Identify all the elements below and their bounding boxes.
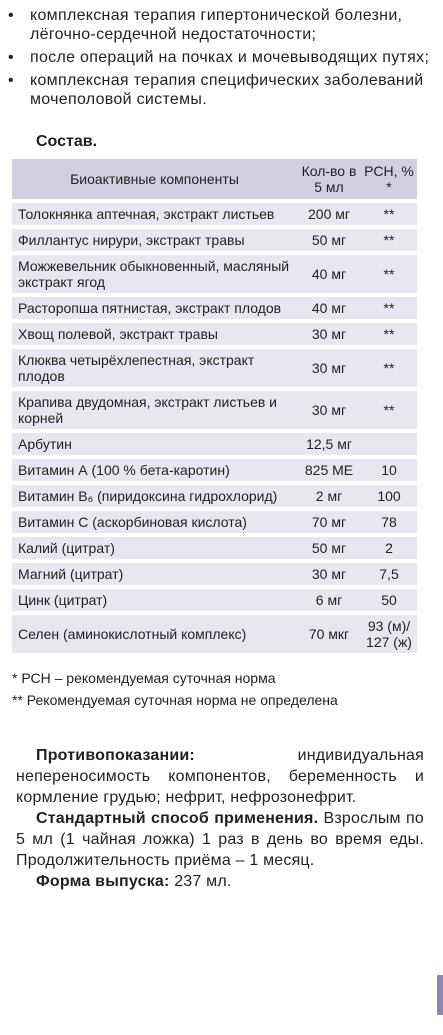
component-rsn: ** [361, 229, 417, 251]
component-rsn: ** [361, 203, 417, 225]
component-rsn: ** [361, 391, 417, 429]
component-qty: 30 мг [297, 391, 361, 429]
component-qty: 40 мг [297, 255, 361, 293]
footnote-not-defined: ** Рекомендуемая суточная норма не опред… [12, 692, 338, 708]
table-row: Витамин B₆ (пиридоксина гидрохлорид) 2 мг… [12, 485, 417, 507]
indication-item: комплексная терапия специфических заболе… [8, 71, 430, 109]
component-name: Арбутин [12, 433, 297, 455]
component-name: Клюква четырёхлепестная, экстракт плодов [12, 349, 297, 387]
header-qty: Кол-во в 5 мл [297, 159, 361, 199]
component-qty: 200 мг [297, 203, 361, 225]
table-row: Магний (цитрат) 30 мг 7,5 [12, 563, 417, 585]
component-rsn [361, 433, 417, 455]
component-qty: 70 мкг [297, 615, 361, 653]
component-rsn: 50 [361, 589, 417, 611]
component-name: Крапива двудомная, экстракт листьев и ко… [12, 391, 297, 429]
table-row: Селен (аминокислотный комплекс) 70 мкг 93 … [12, 615, 417, 653]
table-row: Толокнянка аптечная, экстракт листьев 200… [12, 203, 417, 225]
release-form-label: Форма выпуска: [36, 873, 170, 890]
component-qty: 30 мг [297, 563, 361, 585]
component-rsn: 2 [361, 537, 417, 559]
component-name: Хвощ полевой, экстракт травы [12, 323, 297, 345]
composition-title: Состав. [36, 133, 98, 150]
component-rsn: 10 [361, 459, 417, 481]
table-row: Филлантус нирури, экстракт травы 50 мг ** [12, 229, 417, 251]
release-form-text: 237 мл. [169, 873, 232, 890]
component-qty: 40 мг [297, 297, 361, 319]
component-rsn: ** [361, 323, 417, 345]
component-name: Витамин А (100 % бета-каротин) [12, 459, 297, 481]
contraindications-label: Противопоказании: [36, 747, 195, 764]
component-qty: 825 МЕ [297, 459, 361, 481]
table-header-row: Биоактивные компоненты Кол-во в 5 мл РСН… [12, 159, 417, 199]
component-name: Витамин B₆ (пиридоксина гидрохлорид) [12, 485, 297, 507]
table-row: Крапива двудомная, экстракт листьев и ко… [12, 391, 417, 429]
component-qty: 30 мг [297, 349, 361, 387]
table-row: Цинк (цитрат) 6 мг 50 [12, 589, 417, 611]
table-row: Витамин С (аскорбиновая кислота) 70 мг 78 [12, 511, 417, 533]
component-qty: 70 мг [297, 511, 361, 533]
usage-label: Стандартный способ применения. [36, 810, 319, 827]
component-qty: 50 мг [297, 537, 361, 559]
component-name: Можжевельник обыкновенный, масляный экст… [12, 255, 297, 293]
usage-paragraph: Стандартный способ применения. Взрослым … [16, 808, 424, 871]
header-name: Биоактивные компоненты [12, 159, 297, 199]
component-rsn: ** [361, 297, 417, 319]
table-row: Можжевельник обыкновенный, масляный экст… [12, 255, 417, 293]
contraindications-paragraph: Противопоказании: индивидуальная неперен… [16, 745, 424, 808]
component-qty: 2 мг [297, 485, 361, 507]
component-name: Селен (аминокислотный комплекс) [12, 615, 297, 653]
table-row: Хвощ полевой, экстракт травы 30 мг ** [12, 323, 417, 345]
component-name: Витамин С (аскорбиновая кислота) [12, 511, 297, 533]
footnotes: * РСН – рекомендуемая суточная норма ** … [0, 667, 430, 711]
component-qty: 6 мг [297, 589, 361, 611]
table-row: Арбутин 12,5 мг [12, 433, 417, 455]
component-rsn: ** [361, 255, 417, 293]
indication-item: комплексная терапия гипертонической боле… [8, 6, 430, 44]
composition-rows: Толокнянка аптечная, экстракт листьев 200… [12, 203, 417, 653]
component-rsn: 93 (м)/ 127 (ж) [361, 615, 417, 653]
footnote-rsn: * РСН – рекомендуемая суточная норма [12, 670, 276, 686]
page-edge-marker [437, 975, 443, 1015]
table-row: Калий (цитрат) 50 мг 2 [12, 537, 417, 559]
component-rsn: 100 [361, 485, 417, 507]
component-name: Магний (цитрат) [12, 563, 297, 585]
indication-item: после операций на почках и мочевыводящих… [8, 48, 430, 67]
component-qty: 50 мг [297, 229, 361, 251]
contraindications-text: индивидуальная непереносимость компонент… [16, 747, 424, 806]
table-row: Расторопша пятнистая, экстракт плодов 40 … [12, 297, 417, 319]
usage-text: Взрослым по 5 мл (1 чайная ложка) 1 раз … [16, 810, 424, 869]
component-name: Цинк (цитрат) [12, 589, 297, 611]
table-row: Витамин А (100 % бета-каротин) 825 МЕ 10 [12, 459, 417, 481]
component-qty: 12,5 мг [297, 433, 361, 455]
component-rsn: ** [361, 349, 417, 387]
table-row: Клюква четырёхлепестная, экстракт плодов… [12, 349, 417, 387]
header-rsn: РСН, % * [361, 159, 417, 199]
component-name: Филлантус нирури, экстракт травы [12, 229, 297, 251]
component-rsn: 78 [361, 511, 417, 533]
component-name: Толокнянка аптечная, экстракт листьев [12, 203, 297, 225]
component-qty: 30 мг [297, 323, 361, 345]
component-rsn: 7,5 [361, 563, 417, 585]
composition-table: Биоактивные компоненты Кол-во в 5 мл РСН… [12, 155, 417, 657]
component-name: Калий (цитрат) [12, 537, 297, 559]
indications-list: комплексная терапия гипертонической боле… [8, 6, 430, 109]
release-form-paragraph: Форма выпуска: 237 мл. [16, 871, 424, 892]
component-name: Расторопша пятнистая, экстракт плодов [12, 297, 297, 319]
document-page: комплексная терапия гипертонической боле… [0, 0, 430, 892]
